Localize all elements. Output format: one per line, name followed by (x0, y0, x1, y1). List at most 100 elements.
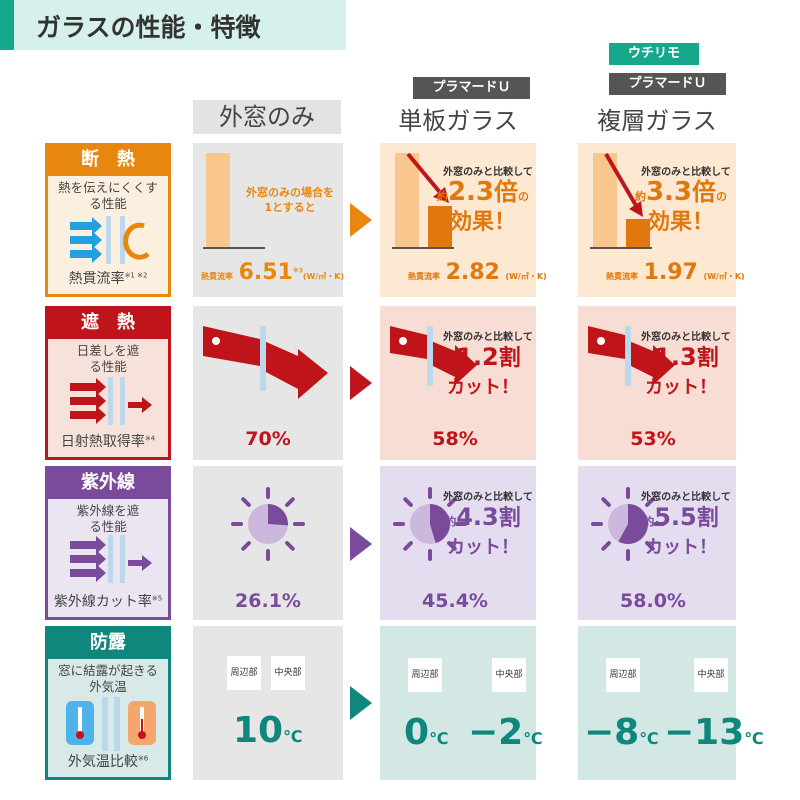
unit: (W/㎡・K) (505, 272, 547, 281)
uv-flow-icon (70, 535, 152, 583)
metric-label: 熱貫流率 (408, 272, 440, 281)
footnote: ※3 (292, 267, 303, 275)
about: 約 (445, 355, 457, 368)
center-label: 中央部 (492, 658, 526, 692)
cell-solar-single: 外窓のみと比較して 約1.2割 カット！ 58% (380, 306, 536, 460)
uv-value: 26.1% (235, 590, 301, 612)
temp-center-value: −2 (468, 712, 524, 753)
label-desc: 熱を伝えにくくする性能 (58, 180, 158, 211)
footnote: ※4 (144, 434, 156, 443)
uv-sun-icon (591, 487, 665, 561)
bar-value (428, 206, 452, 248)
cell-condensation-outer: 周辺部 中央部 10℃ (193, 626, 343, 780)
metric-label: 熱貫流率 (606, 272, 638, 281)
metric-value: 6.51 (238, 260, 293, 285)
about: 約 (643, 355, 655, 368)
cell-uv-double: 外窓のみと比較して 約5.5割カット！ 58.0% (578, 466, 736, 620)
suffix: 割 (696, 506, 719, 531)
temp-value: 10 (233, 710, 284, 751)
column-header-outer-only: 外窓のみ (193, 100, 341, 134)
uv-value: 58.0% (620, 590, 686, 612)
ratio: 5.5 (654, 503, 697, 531)
down-arrow-icon (604, 152, 643, 217)
unit: ℃ (639, 729, 659, 748)
suffix: 倍 (692, 178, 717, 206)
cell-insulation-outer: 外窓のみの場合を1とすると 熱貫流率 6.51※3(W/㎡・K) (193, 143, 344, 297)
page-title: ガラスの性能・特徴 (36, 13, 261, 42)
unit: ℃ (744, 729, 764, 748)
baseline (590, 247, 652, 249)
cell-insulation-single: 外窓のみと比較して 約2.3倍の 効果！ 熱貫流率 2.82 (W/㎡・K) (380, 143, 547, 297)
compare-text: 外窓のみと比較して (641, 492, 731, 503)
label-title: 紫外線 (48, 469, 168, 499)
center-label: 中央部 (271, 656, 305, 690)
metric-value: 1.97 (643, 260, 698, 285)
thermometer-icon (66, 697, 156, 751)
footnote: ※6 (137, 754, 149, 763)
about: 約 (643, 515, 655, 528)
base-note: 外窓のみの場合を1とすると (246, 186, 334, 214)
of: の (518, 190, 530, 203)
solar-value: 53% (630, 428, 676, 450)
baseline (203, 247, 265, 249)
heat-flow-icon (70, 216, 150, 264)
label-uv: 紫外線 紫外線を遮る性能 紫外線カット率※5 (45, 466, 171, 620)
unit: (W/㎡・K) (703, 272, 745, 281)
uv-cut-slice (268, 504, 288, 526)
solar-value: 70% (245, 428, 291, 450)
cell-uv-outer: 26.1% (193, 466, 343, 620)
plamard-tag: プラマードＵ (609, 73, 726, 95)
column-header-single-glass: 単板ガラス (398, 107, 518, 135)
cut: カット！ (447, 537, 519, 558)
suffix: 割 (498, 506, 521, 531)
bar-value (626, 219, 650, 248)
arrow-right-icon (350, 527, 372, 561)
ratio: 2.3 (447, 177, 495, 207)
unit: ℃ (429, 729, 449, 748)
arrow-right-icon (350, 366, 372, 400)
compare-text: 外窓のみと比較して (443, 492, 533, 503)
edge-label: 周辺部 (227, 656, 261, 690)
uchirimo-tag: ウチリモ (609, 43, 699, 65)
solar-flow-icon (70, 377, 152, 425)
label-footer: 熱貫流率 (68, 271, 125, 287)
temp-edge-value: 0 (404, 712, 430, 753)
suffix: 倍 (494, 178, 519, 206)
column-header-double-glass: 複層ガラス (597, 107, 717, 135)
effect: 効果！ (449, 210, 516, 235)
cell-uv-single: 外窓のみと比較して 約4.3割カット！ 45.4% (380, 466, 536, 620)
label-footer: 紫外線カット率 (53, 594, 152, 610)
sun-ray-icon (390, 326, 477, 386)
unit: ℃ (283, 727, 303, 746)
cell-insulation-double: 外窓のみと比較して 約3.3倍の 効果！ 熱貫流率 1.97 (W/㎡・K) (578, 143, 745, 297)
metric-value: 2.82 (445, 260, 500, 285)
ratio: 1.2 (456, 343, 499, 371)
temp-center-value: −13 (664, 712, 745, 753)
unit: ℃ (523, 729, 543, 748)
header-accent (0, 0, 14, 50)
footnote: ※5 (151, 594, 163, 603)
ratio: 3.3 (645, 177, 693, 207)
cell-solar-outer: 70% (193, 306, 343, 460)
label-solar: 遮 熱 日差しを遮る性能 日射熱取得率※4 (45, 306, 171, 460)
uv-value: 45.4% (422, 590, 488, 612)
cut: カット！ (447, 377, 519, 398)
bar-base (395, 153, 419, 248)
suffix: 割 (498, 346, 521, 371)
label-condensation: 防露 窓に結露が起きる外気温 外気温比較※6 (45, 626, 171, 780)
plamard-tag: プラマードＵ (413, 77, 530, 99)
uv-cut-slice (618, 504, 648, 544)
label-insulation: 断 熱 熱を伝えにくくする性能 熱貫流率※1 ※2 (45, 143, 171, 297)
edge-label: 周辺部 (408, 658, 442, 692)
cut: カット！ (645, 537, 717, 558)
label-title: 防露 (48, 629, 168, 659)
compare-text: 外窓のみと比較して (641, 167, 731, 178)
ratio: 4.3 (456, 503, 499, 531)
footnote: ※1 ※2 (124, 271, 148, 280)
uv-cut-slice (430, 504, 450, 544)
baseline (392, 247, 454, 249)
suffix: 割 (696, 346, 719, 371)
about: 約 (445, 515, 457, 528)
section-header: ガラスの性能・特徴 (0, 0, 346, 50)
label-desc: 窓に結露が起きる外気温 (58, 663, 158, 694)
